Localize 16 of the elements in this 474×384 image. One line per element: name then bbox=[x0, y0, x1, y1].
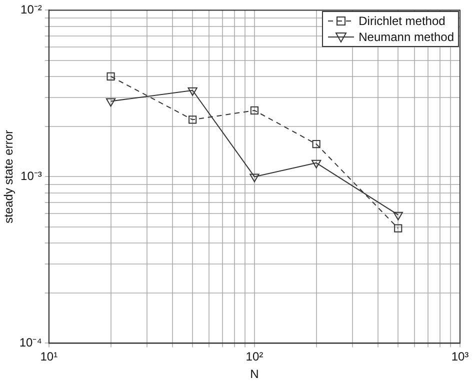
point bbox=[250, 106, 258, 114]
point bbox=[250, 174, 260, 182]
point bbox=[394, 224, 402, 232]
legend-label: Dirichlet method bbox=[358, 14, 446, 28]
x-axis-title: N bbox=[250, 367, 259, 382]
y-tick-label: 10⁻³ bbox=[20, 169, 42, 184]
legend-label: Neumann method bbox=[358, 30, 454, 44]
point bbox=[106, 98, 116, 107]
y-tick-label: 10⁻² bbox=[20, 2, 42, 17]
point bbox=[106, 72, 115, 80]
x-tick-label: 10³ bbox=[451, 350, 469, 364]
y-tick-label: 10⁻⁴ bbox=[19, 336, 42, 350]
x-tick-label: 10² bbox=[246, 350, 264, 364]
y-axis-title: steady state error bbox=[2, 130, 16, 224]
point bbox=[393, 212, 403, 220]
x-tick-label: 10¹ bbox=[40, 350, 58, 364]
